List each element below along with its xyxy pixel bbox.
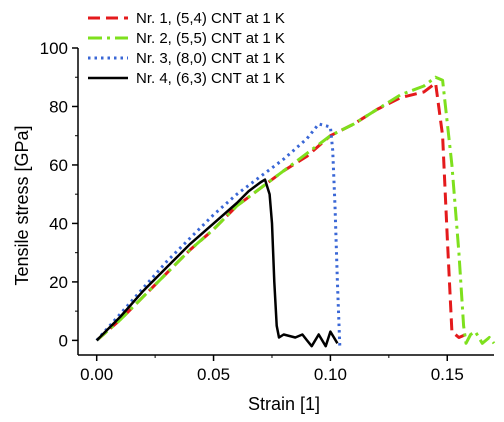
x-tick-label: 0.15: [431, 365, 464, 384]
y-axis-label: Tensile stress [GPa]: [12, 125, 32, 285]
series-line-2: [95, 75, 496, 345]
x-axis-label: Strain [1]: [248, 394, 320, 414]
y-tick-label: 60: [49, 156, 68, 175]
legend-label-3: Nr. 3, (8,0) CNT at 1 K: [136, 50, 285, 67]
y-tick-label: 100: [40, 39, 68, 58]
series-line-4: [95, 178, 339, 348]
y-tick-label: 20: [49, 273, 68, 292]
y-tick-label: 0: [59, 331, 68, 350]
legend-label-1: Nr. 1, (5,4) CNT at 1 K: [136, 10, 285, 27]
x-tick-label: 0.10: [314, 365, 347, 384]
legend: Nr. 1, (5,4) CNT at 1 K Nr. 2, (5,5) CNT …: [88, 10, 285, 87]
y-tick-label: 80: [49, 97, 68, 116]
legend-label-4: Nr. 4, (6,3) CNT at 1 K: [136, 70, 285, 87]
legend-label-2: Nr. 2, (5,5) CNT at 1 K: [136, 30, 285, 47]
series-layer: [95, 75, 496, 348]
axes: 0.00 0.05 0.10 0.15 0 20 40 60 80 100: [40, 39, 494, 384]
series-line-1: [95, 81, 472, 342]
x-tick-label: 0.00: [80, 365, 113, 384]
x-tick-label: 0.05: [197, 365, 230, 384]
y-tick-label: 40: [49, 214, 68, 233]
